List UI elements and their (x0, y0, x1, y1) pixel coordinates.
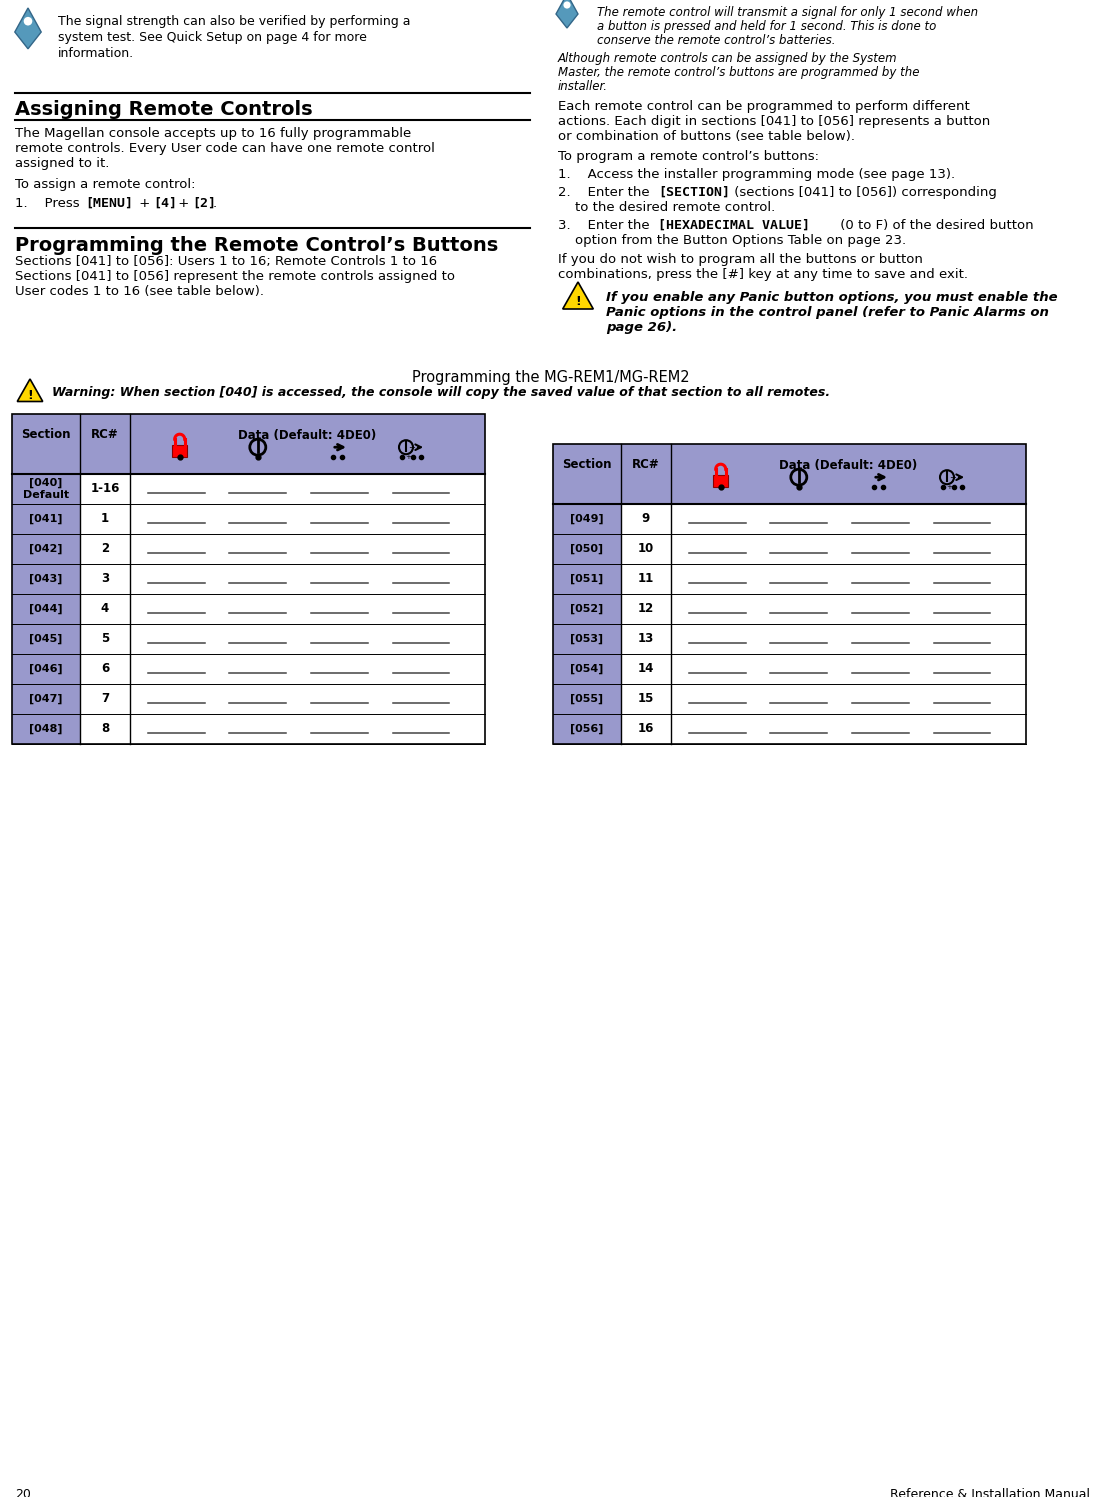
Text: RC#: RC# (92, 428, 119, 442)
Text: system test. See Quick Setup on page 4 for more: system test. See Quick Setup on page 4 f… (58, 31, 367, 43)
Text: 3.    Enter the: 3. Enter the (558, 219, 654, 232)
Polygon shape (14, 7, 41, 49)
Text: [046]: [046] (29, 663, 63, 674)
Text: +: + (405, 454, 411, 460)
Polygon shape (556, 0, 578, 28)
Text: [MENU]: [MENU] (85, 198, 133, 210)
FancyBboxPatch shape (714, 475, 728, 487)
FancyBboxPatch shape (12, 594, 81, 624)
Text: remote controls. Every User code can have one remote control: remote controls. Every User code can hav… (15, 142, 435, 156)
Text: 1.    Press: 1. Press (15, 198, 84, 210)
Text: RC#: RC# (632, 458, 660, 472)
Text: (0 to F) of the desired button: (0 to F) of the desired button (836, 219, 1034, 232)
Text: 11: 11 (638, 572, 654, 585)
Text: 20: 20 (15, 1488, 31, 1497)
Text: Section: Section (21, 428, 71, 442)
Text: Panic options in the control panel (refer to Panic Alarms on: Panic options in the control panel (refe… (606, 305, 1049, 319)
FancyBboxPatch shape (12, 654, 81, 684)
Text: [056]: [056] (570, 725, 603, 734)
Polygon shape (18, 379, 43, 401)
Text: 2: 2 (101, 542, 109, 555)
Text: installer.: installer. (558, 79, 608, 93)
Text: 2.    Enter the: 2. Enter the (558, 186, 654, 199)
Text: Section: Section (563, 458, 612, 472)
Text: Programming the Remote Control’s Buttons: Programming the Remote Control’s Buttons (15, 237, 499, 254)
Text: 14: 14 (638, 663, 654, 675)
Text: Assigning Remote Controls: Assigning Remote Controls (15, 100, 312, 118)
FancyBboxPatch shape (12, 415, 485, 475)
Text: Warning: When section [040] is accessed, the console will copy the saved value o: Warning: When section [040] is accessed,… (52, 386, 831, 400)
Text: [2]: [2] (192, 198, 216, 210)
Text: [051]: [051] (570, 573, 603, 584)
Text: page 26).: page 26). (606, 320, 677, 334)
FancyBboxPatch shape (553, 714, 621, 744)
Text: [HEXADECIMAL VALUE]: [HEXADECIMAL VALUE] (658, 219, 810, 232)
FancyBboxPatch shape (12, 534, 81, 564)
Text: [055]: [055] (570, 695, 603, 704)
Text: 7: 7 (101, 693, 109, 705)
Text: Sections [041] to [056]: Users 1 to 16; Remote Controls 1 to 16: Sections [041] to [056]: Users 1 to 16; … (15, 254, 437, 268)
Text: To assign a remote control:: To assign a remote control: (15, 178, 195, 192)
Text: +: + (408, 443, 416, 452)
FancyBboxPatch shape (553, 684, 621, 714)
Circle shape (564, 1, 570, 9)
FancyBboxPatch shape (12, 624, 81, 654)
Text: a button is pressed and held for 1 second. This is done to: a button is pressed and held for 1 secon… (597, 19, 936, 33)
Text: 10: 10 (638, 542, 654, 555)
Text: If you enable any Panic button options, you must enable the: If you enable any Panic button options, … (606, 290, 1058, 304)
Text: [045]: [045] (30, 633, 63, 644)
Text: The Magellan console accepts up to 16 fully programmable: The Magellan console accepts up to 16 fu… (15, 127, 411, 141)
FancyBboxPatch shape (553, 564, 621, 594)
Text: (sections [041] to [056]) corresponding: (sections [041] to [056]) corresponding (730, 186, 997, 199)
Text: Master, the remote control’s buttons are programmed by the: Master, the remote control’s buttons are… (558, 66, 920, 79)
Text: [041]: [041] (30, 513, 63, 524)
Text: !: ! (575, 295, 581, 308)
Text: If you do not wish to program all the buttons or button: If you do not wish to program all the bu… (558, 253, 923, 266)
Text: 16: 16 (638, 723, 654, 735)
Text: [043]: [043] (30, 573, 63, 584)
Text: [042]: [042] (30, 543, 63, 554)
Text: [054]: [054] (570, 663, 603, 674)
Text: Data (Default: 4DE0): Data (Default: 4DE0) (238, 428, 376, 442)
Text: 1.    Access the installer programming mode (see page 13).: 1. Access the installer programming mode… (558, 168, 955, 181)
Text: 8: 8 (100, 723, 109, 735)
Text: Data (Default: 4DE0): Data (Default: 4DE0) (780, 458, 918, 472)
Text: 1: 1 (101, 512, 109, 525)
Text: +: + (135, 198, 154, 210)
Text: [049]: [049] (570, 513, 603, 524)
Text: [SECTION]: [SECTION] (658, 186, 730, 199)
FancyBboxPatch shape (12, 475, 81, 504)
Text: 13: 13 (638, 633, 654, 645)
Polygon shape (563, 281, 593, 308)
Text: Each remote control can be programmed to perform different: Each remote control can be programmed to… (558, 100, 970, 112)
FancyBboxPatch shape (553, 504, 621, 534)
Text: [050]: [050] (570, 543, 603, 554)
Text: combinations, press the [#] key at any time to save and exit.: combinations, press the [#] key at any t… (558, 268, 968, 281)
FancyBboxPatch shape (12, 684, 81, 714)
Text: [048]: [048] (30, 725, 63, 734)
Text: The remote control will transmit a signal for only 1 second when: The remote control will transmit a signa… (597, 6, 978, 19)
Text: conserve the remote control’s batteries.: conserve the remote control’s batteries. (597, 34, 835, 46)
Text: The signal strength can also be verified by performing a: The signal strength can also be verified… (58, 15, 410, 28)
Text: 1-16: 1-16 (90, 482, 120, 496)
Text: Although remote controls can be assigned by the System: Although remote controls can be assigned… (558, 52, 898, 64)
Text: [040]
Default: [040] Default (23, 478, 69, 500)
Text: to the desired remote control.: to the desired remote control. (575, 201, 775, 214)
FancyBboxPatch shape (553, 594, 621, 624)
Text: Reference & Installation Manual: Reference & Installation Manual (890, 1488, 1090, 1497)
Text: or combination of buttons (see table below).: or combination of buttons (see table bel… (558, 130, 855, 144)
FancyBboxPatch shape (553, 624, 621, 654)
Text: actions. Each digit in sections [041] to [056] represents a button: actions. Each digit in sections [041] to… (558, 115, 990, 129)
Text: [044]: [044] (29, 603, 63, 614)
Text: .: . (213, 198, 217, 210)
Text: +: + (174, 198, 193, 210)
Text: 3: 3 (101, 572, 109, 585)
FancyBboxPatch shape (553, 534, 621, 564)
Text: [4]: [4] (153, 198, 176, 210)
Text: option from the Button Options Table on page 23.: option from the Button Options Table on … (575, 234, 907, 247)
FancyBboxPatch shape (12, 504, 81, 534)
Text: [052]: [052] (570, 603, 603, 614)
FancyBboxPatch shape (12, 564, 81, 594)
Text: To program a remote control’s buttons:: To program a remote control’s buttons: (558, 150, 820, 163)
FancyBboxPatch shape (553, 445, 1026, 504)
